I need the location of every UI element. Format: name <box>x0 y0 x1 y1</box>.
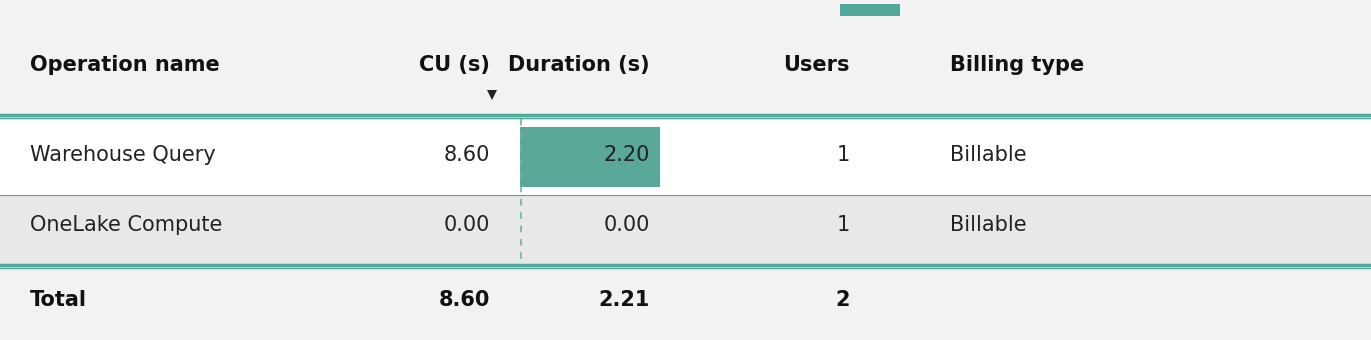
Text: Users: Users <box>783 55 850 75</box>
Text: Billable: Billable <box>950 215 1027 235</box>
Text: 0.00: 0.00 <box>603 215 650 235</box>
Text: Duration (s): Duration (s) <box>509 55 650 75</box>
Text: Total: Total <box>30 290 86 310</box>
Text: 2.21: 2.21 <box>599 290 650 310</box>
Text: Billing type: Billing type <box>950 55 1084 75</box>
Text: 1: 1 <box>836 215 850 235</box>
Text: 2.20: 2.20 <box>603 145 650 165</box>
Text: Warehouse Query: Warehouse Query <box>30 145 215 165</box>
Bar <box>0 195 1371 265</box>
Text: 8.60: 8.60 <box>444 145 489 165</box>
Bar <box>520 127 659 187</box>
Text: 1: 1 <box>836 145 850 165</box>
Text: OneLake Compute: OneLake Compute <box>30 215 222 235</box>
Text: CU (s): CU (s) <box>420 55 489 75</box>
Text: 8.60: 8.60 <box>439 290 489 310</box>
Text: Operation name: Operation name <box>30 55 219 75</box>
Text: 2: 2 <box>835 290 850 310</box>
Bar <box>0 120 1371 195</box>
Text: Billable: Billable <box>950 145 1027 165</box>
Text: 0.00: 0.00 <box>444 215 489 235</box>
Bar <box>840 4 899 16</box>
